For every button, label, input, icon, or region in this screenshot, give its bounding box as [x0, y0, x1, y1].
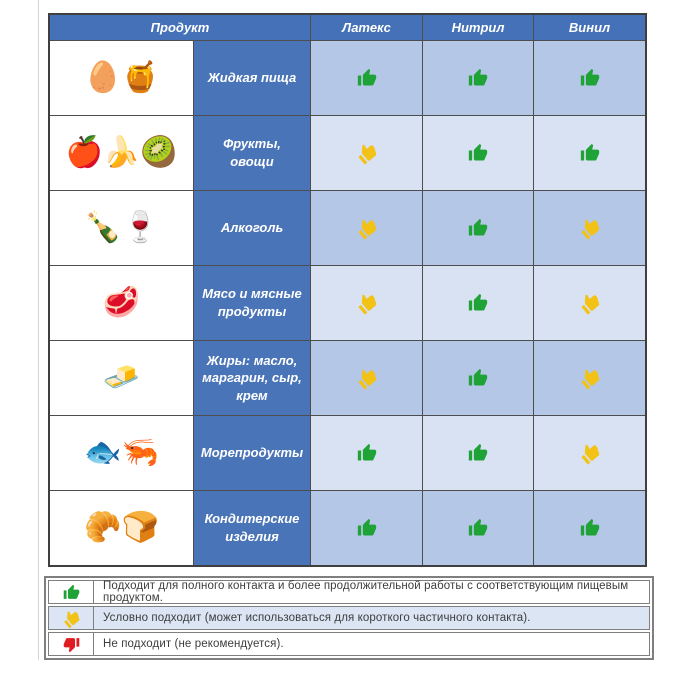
thumb-up-green-icon: [357, 518, 376, 536]
thumb-tilted-yellow-icon: [357, 144, 376, 165]
rating-cell-nitrile: [423, 341, 533, 415]
thumb-tilted-yellow-icon: [580, 294, 599, 315]
product-photo-alcohol-bottles: 🍾🍷: [50, 191, 193, 265]
rating-cell-nitrile: [423, 116, 533, 190]
thumb-tilted-yellow-icon: [63, 611, 79, 628]
product-name: Кондитерские изделия: [194, 491, 310, 565]
product-photo-pastries-bread: 🥐🍞: [50, 491, 193, 565]
thumb-up-green-icon: [468, 218, 488, 236]
rating-cell-vinyl: [534, 191, 645, 265]
legend-text: Условно подходит (может использоваться д…: [103, 612, 531, 624]
rating-cell-vinyl: [534, 341, 645, 415]
column-header-vinyl: Винил: [534, 15, 645, 40]
thumb-tilted-yellow-icon: [580, 444, 599, 465]
product-name: Жиры: масло, маргарин, сыр, крем: [194, 341, 310, 415]
product-photo-fruits-vegetables: 🍎🍌🥝: [50, 116, 193, 190]
rating-cell-nitrile: [423, 491, 533, 565]
left-edge-divider: [38, 0, 39, 660]
column-header-nitrile: Нитрил: [423, 15, 533, 40]
thumb-up-green-icon: [468, 143, 488, 161]
product-photo-seafood-fish: 🐟🦐: [50, 416, 193, 490]
rating-cell-vinyl: [534, 491, 645, 565]
rating-cell-vinyl: [534, 41, 645, 115]
rating-cell-latex: [311, 416, 422, 490]
rating-cell-nitrile: [423, 191, 533, 265]
thumb-up-green-icon: [468, 368, 488, 386]
column-header-latex: Латекс: [311, 15, 422, 40]
rating-cell-nitrile: [423, 41, 533, 115]
thumb-up-green-icon: [468, 68, 488, 86]
product-photo-raw-meat: 🥩: [50, 266, 193, 340]
thumb-tilted-yellow-icon: [357, 294, 376, 315]
rating-cell-vinyl: [534, 416, 645, 490]
legend-text: Подходит для полного контакта и более пр…: [103, 580, 629, 604]
compatibility-table: Продукт Латекс Нитрил Винил 🥚🍯 Жидкая пи…: [48, 13, 647, 567]
thumb-up-green-icon: [468, 293, 488, 311]
thumb-up-green-icon: [357, 443, 376, 461]
legend-text: Не подходит (не рекомендуется).: [103, 638, 284, 650]
rating-cell-latex: [311, 191, 422, 265]
rating-cell-latex: [311, 341, 422, 415]
thumb-up-green-icon: [580, 518, 599, 536]
product-name: Фрукты, овощи: [194, 116, 310, 190]
product-name: Жидкая пища: [194, 41, 310, 115]
rating-cell-latex: [311, 266, 422, 340]
legend-icon-cell: [49, 607, 94, 629]
legend-icon-cell: [49, 633, 94, 655]
legend-row: Не подходит (не рекомендуется).: [48, 632, 650, 656]
legend: Подходит для полного контакта и более пр…: [44, 576, 654, 660]
compatibility-grid: Продукт Латекс Нитрил Винил 🥚🍯 Жидкая пи…: [50, 15, 645, 565]
thumb-up-green-icon: [357, 68, 376, 86]
thumb-down-red-icon: [63, 637, 79, 652]
thumb-up-green-icon: [580, 68, 599, 86]
thumb-up-green-icon: [63, 584, 79, 599]
rating-cell-latex: [311, 41, 422, 115]
rating-cell-vinyl: [534, 116, 645, 190]
thumb-up-green-icon: [468, 443, 488, 461]
rating-cell-vinyl: [534, 266, 645, 340]
thumb-up-green-icon: [580, 143, 599, 161]
rating-cell-latex: [311, 491, 422, 565]
rating-cell-nitrile: [423, 266, 533, 340]
product-name: Морепродукты: [194, 416, 310, 490]
thumb-tilted-yellow-icon: [357, 369, 376, 390]
product-photo-butter-curl: 🧈: [50, 341, 193, 415]
product-name: Алкоголь: [194, 191, 310, 265]
product-name: Мясо и мясные продукты: [194, 266, 310, 340]
product-photo-eggs-and-honey: 🥚🍯: [50, 41, 193, 115]
rating-cell-latex: [311, 116, 422, 190]
thumb-tilted-yellow-icon: [580, 219, 599, 240]
column-header-product: Продукт: [50, 15, 310, 40]
rating-cell-nitrile: [423, 416, 533, 490]
thumb-tilted-yellow-icon: [357, 219, 376, 240]
legend-icon-cell: [49, 581, 94, 603]
thumb-up-green-icon: [468, 518, 488, 536]
thumb-tilted-yellow-icon: [580, 369, 599, 390]
legend-row: Подходит для полного контакта и более пр…: [48, 580, 650, 604]
legend-row: Условно подходит (может использоваться д…: [48, 606, 650, 630]
